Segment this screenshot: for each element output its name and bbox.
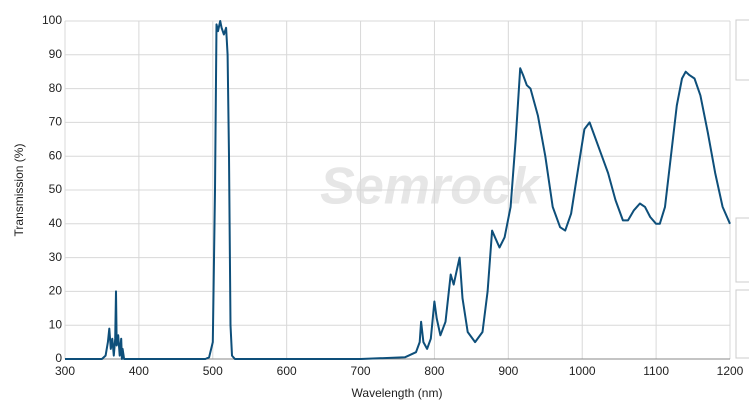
x-tick-label: 300 [55,364,75,378]
x-tick-label: 800 [424,364,444,378]
y-tick-label: 0 [55,351,62,365]
watermark: Semrock [320,158,543,216]
side-panel [735,19,749,81]
x-axis-label: Wavelength (nm) [352,386,443,400]
y-tick-label: 10 [49,317,63,331]
side-panel [735,289,749,359]
y-tick-label: 80 [49,81,63,95]
x-tick-label: 500 [203,364,223,378]
data-line [65,20,731,360]
y-tick-label: 100 [42,13,62,27]
y-tick-label: 90 [49,47,63,61]
x-tick-label: 1200 [717,364,744,378]
y-tick-label: 20 [49,284,63,298]
x-tick-label: 1100 [643,364,669,378]
y-axis-label: Transmission (%) [12,144,26,237]
x-tick-label: 900 [498,364,518,378]
x-tick-label: 600 [277,364,297,378]
x-tick-label: 400 [129,364,149,378]
y-tick-label: 50 [49,182,63,196]
y-tick-label: 70 [49,115,63,129]
y-tick-label: 40 [49,216,63,230]
side-panel [735,217,749,283]
y-tick-label: 60 [49,148,63,162]
y-tick-label: 30 [49,250,63,264]
x-tick-label: 1000 [569,364,596,378]
x-tick-label: 700 [351,364,371,378]
